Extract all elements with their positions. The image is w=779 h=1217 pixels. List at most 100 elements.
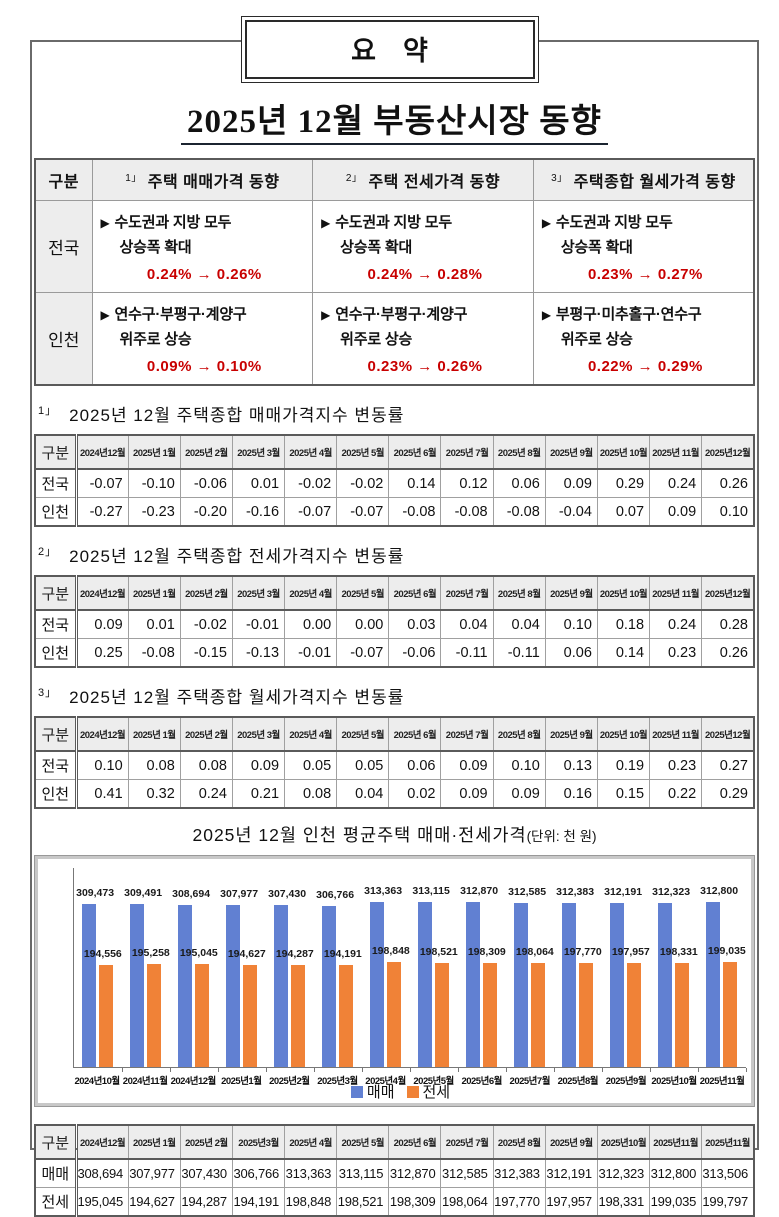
- table-cell: 194,627: [127, 1187, 181, 1217]
- table-cell: 0.08: [127, 750, 181, 780]
- table-cell: -0.02: [179, 609, 233, 639]
- table-cell: 0.25: [75, 638, 129, 668]
- table-cell: -0.01: [284, 638, 338, 668]
- summary-row-incheon: 인천 ▶ 연수구·부평구·계양구 위주로 상승 0.09% → 0.10% ▶ 연수…: [34, 292, 755, 386]
- bar-group: 312,585 198,064: [506, 868, 555, 1072]
- x-axis-label: 2024년11월: [122, 1076, 168, 1087]
- legend-label: 매매: [366, 1084, 395, 1101]
- bar-매매: [562, 902, 576, 1067]
- bar-전세: [723, 962, 737, 1067]
- triangle-bullet-icon: ▶: [541, 308, 551, 322]
- table-row: 전국 0.09 0.01 -0.02 -0.01 0.00 0.00 0.03 0.04 0.04…: [34, 609, 755, 639]
- table-cell: 0.29: [596, 468, 651, 498]
- data-table: 구분 2024년12월 2025년 1월 2025년 2월 2025년 3월 2025년 …: [34, 434, 755, 527]
- bar-전세: [675, 962, 689, 1067]
- table-cell: 194,191: [231, 1187, 286, 1217]
- table-cell: 198,848: [284, 1187, 338, 1217]
- column-header-label: 주택종합 월세가격 동향: [573, 174, 736, 191]
- change-value: 0.09% → 0.10%: [146, 358, 262, 375]
- chart-legend: 매매 전세: [35, 1081, 754, 1102]
- table-cell: 0.04: [440, 609, 494, 639]
- table-cell: 308,694: [75, 1158, 129, 1188]
- row-header: 전세: [34, 1187, 78, 1217]
- legend-swatch-icon: [350, 1086, 363, 1098]
- table-cell: 0.21: [231, 779, 286, 809]
- bar-매매: [226, 904, 240, 1067]
- column-header: 2025년 7월: [440, 575, 494, 611]
- table-cell: -0.13: [231, 638, 286, 668]
- row-header: 전국: [34, 468, 78, 498]
- change-value: 0.23% → 0.27%: [587, 266, 703, 283]
- table-cell: 0.32: [127, 779, 181, 809]
- bar-data-label: 198,521: [419, 945, 458, 958]
- table-cell: 0.09: [544, 468, 598, 498]
- chart-plot: 309,473 194,556 309,491 195,258 308,694 195,0…: [73, 868, 747, 1072]
- column-header-wolse: 3」 주택종합 월세가격 동향: [532, 158, 755, 201]
- summary-cell: ▶ 연수구·부평구·계양구 위주로 상승 0.23% → 0.26%: [312, 292, 534, 386]
- bar-매매: [82, 904, 96, 1067]
- column-header: 2025년 8월: [492, 716, 546, 752]
- bar-전세: [147, 964, 161, 1067]
- column-header: 2025년 8월: [492, 434, 546, 470]
- bar-매매: [466, 902, 480, 1067]
- table-header-row: 구분 2024년12월 2025년 1월 2025년 2월 2025년3월 2025년 4…: [34, 1124, 755, 1160]
- table-cell: 0.12: [440, 468, 494, 498]
- table-cell: 0.22: [649, 779, 703, 809]
- bar-data-label: 199,035: [707, 945, 746, 958]
- column-header: 2024년12월: [75, 434, 129, 470]
- column-header: 2024년12월: [75, 1124, 129, 1160]
- table-header-row: 구분 2024년12월 2025년 1월 2025년 2월 2025년 3월 2025년 …: [34, 575, 755, 611]
- column-header-label: 주택 전세가격 동향: [368, 174, 501, 191]
- bar-매매: [370, 902, 384, 1067]
- bar-전세: [339, 964, 353, 1067]
- summary-text: 연수구·부평구·계양구: [114, 306, 247, 323]
- table-cell: 0.23: [649, 638, 703, 668]
- table-cell: 0.02: [388, 779, 442, 809]
- table-cell: 0.19: [596, 750, 651, 780]
- row-header: 인천: [34, 638, 78, 668]
- column-header: 2025년 3월: [231, 434, 286, 470]
- table-cell: -0.01: [231, 609, 286, 639]
- column-header: 2025년 2월: [179, 1124, 233, 1160]
- bullet-line: ▶ 연수구·부평구·계양구: [321, 303, 529, 324]
- column-header: 2025년12월: [701, 575, 755, 611]
- bar-전세: [579, 962, 593, 1067]
- table-cell: 0.10: [492, 750, 546, 780]
- column-header: 2025년3월: [231, 1124, 286, 1160]
- bar-group: 312,870 198,309: [458, 868, 507, 1072]
- chart-x-axis: 2024년10월 2024년11월 2024년12월 2025년1월 2025년2월 20…: [73, 1073, 746, 1087]
- column-header: 2025년 6월: [388, 575, 442, 611]
- bar-data-label: 198,331: [659, 945, 698, 958]
- table-cell: 312,383: [492, 1158, 546, 1188]
- column-header: 2025년 6월: [388, 434, 442, 470]
- row-header: 인천: [34, 292, 93, 386]
- corner-header: 구분: [34, 158, 93, 201]
- row-header: 전국: [34, 200, 93, 293]
- bar-매매: [514, 902, 528, 1067]
- footnote-marker: 1」: [38, 405, 58, 417]
- table-cell: 0.09: [492, 779, 546, 809]
- table-cell: 0.24: [649, 468, 703, 498]
- x-axis-label: 2025년2월: [269, 1076, 310, 1087]
- bar-data-label: 307,430: [268, 888, 307, 901]
- column-header: 2024년12월: [75, 716, 129, 752]
- page-title-text: 2025년 12월 부동산시장 동향: [181, 104, 608, 145]
- corner-header: 구분: [34, 575, 78, 611]
- table-cell: 0.01: [231, 468, 286, 498]
- section-heading-text: 2025년 12월 주택종합 전세가격지수 변동률: [69, 547, 405, 566]
- column-header: 2025년 9월: [544, 575, 598, 611]
- bar-group: 307,430 194,287: [266, 868, 315, 1072]
- x-axis-label: 2025년1월: [221, 1076, 262, 1087]
- table-cell: 0.24: [649, 609, 703, 639]
- table-cell: -0.20: [179, 497, 233, 527]
- triangle-bullet-icon: ▶: [321, 216, 331, 230]
- table-cell: 198,521: [336, 1187, 390, 1217]
- x-axis-label: 2025년3월: [317, 1076, 358, 1087]
- column-header: 2025년 11월: [649, 716, 703, 752]
- footnote-marker: 2」: [38, 546, 58, 558]
- section-heading-jeonse-index: 2」 2025년 12월 주택종합 전세가격지수 변동률: [38, 542, 755, 567]
- table-cell: 312,191: [544, 1158, 598, 1188]
- table-cell: 197,957: [544, 1187, 598, 1217]
- column-header: 2025년 3월: [231, 716, 286, 752]
- column-header-label: 주택 매매가격 동향: [147, 174, 280, 191]
